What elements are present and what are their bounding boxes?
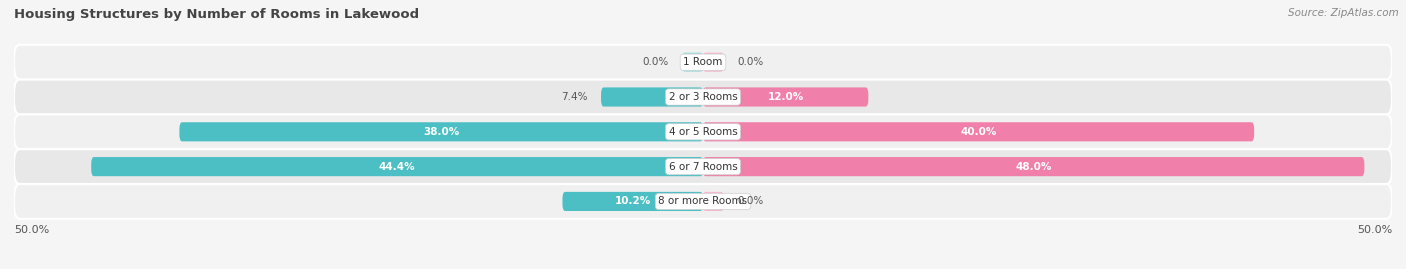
FancyBboxPatch shape [562, 192, 703, 211]
Text: 50.0%: 50.0% [14, 225, 49, 235]
FancyBboxPatch shape [703, 53, 724, 72]
Text: 6 or 7 Rooms: 6 or 7 Rooms [669, 162, 737, 172]
FancyBboxPatch shape [703, 157, 1364, 176]
FancyBboxPatch shape [703, 87, 869, 107]
FancyBboxPatch shape [703, 122, 1254, 141]
Text: 0.0%: 0.0% [738, 57, 763, 67]
Text: 10.2%: 10.2% [614, 196, 651, 206]
FancyBboxPatch shape [14, 149, 1392, 184]
FancyBboxPatch shape [14, 45, 1392, 80]
Text: 40.0%: 40.0% [960, 127, 997, 137]
Text: 8 or more Rooms: 8 or more Rooms [658, 196, 748, 206]
Text: Source: ZipAtlas.com: Source: ZipAtlas.com [1288, 8, 1399, 18]
Text: 1 Room: 1 Room [683, 57, 723, 67]
FancyBboxPatch shape [703, 192, 724, 211]
FancyBboxPatch shape [600, 87, 703, 107]
FancyBboxPatch shape [682, 53, 703, 72]
Text: Housing Structures by Number of Rooms in Lakewood: Housing Structures by Number of Rooms in… [14, 8, 419, 21]
Text: 0.0%: 0.0% [643, 57, 669, 67]
Text: 4 or 5 Rooms: 4 or 5 Rooms [669, 127, 737, 137]
Text: 2 or 3 Rooms: 2 or 3 Rooms [669, 92, 737, 102]
FancyBboxPatch shape [14, 114, 1392, 149]
Text: 44.4%: 44.4% [378, 162, 415, 172]
FancyBboxPatch shape [14, 80, 1392, 114]
Text: 38.0%: 38.0% [423, 127, 460, 137]
FancyBboxPatch shape [14, 184, 1392, 219]
Text: 7.4%: 7.4% [561, 92, 588, 102]
Text: 48.0%: 48.0% [1015, 162, 1052, 172]
FancyBboxPatch shape [91, 157, 703, 176]
Text: 50.0%: 50.0% [1357, 225, 1392, 235]
Text: 0.0%: 0.0% [738, 196, 763, 206]
Text: 12.0%: 12.0% [768, 92, 804, 102]
FancyBboxPatch shape [180, 122, 703, 141]
